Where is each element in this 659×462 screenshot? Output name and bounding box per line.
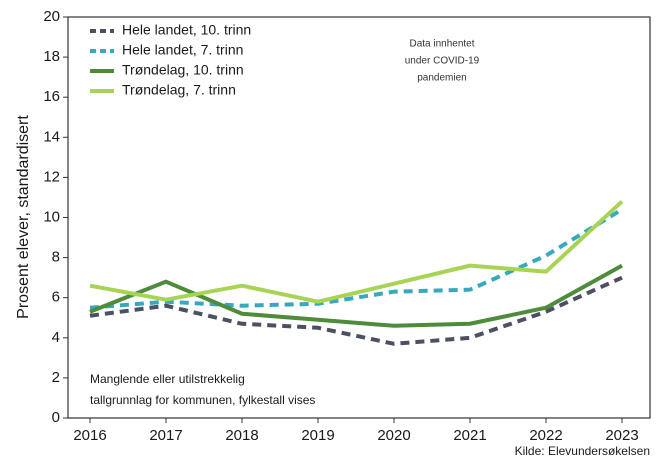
y-tick-label: 8 bbox=[52, 249, 60, 266]
y-tick-label: 14 bbox=[43, 128, 60, 145]
y-tick-label: 10 bbox=[43, 208, 60, 225]
x-tick-label: 2016 bbox=[73, 427, 106, 444]
legend-label: Hele landet, 10. trinn bbox=[122, 22, 251, 38]
y-tick-label: 18 bbox=[43, 48, 60, 65]
source: Kilde: Elevundersøkelsen bbox=[515, 444, 650, 458]
x-tick-label: 2022 bbox=[529, 427, 562, 444]
x-tick-label: 2019 bbox=[301, 427, 334, 444]
y-tick-label: 12 bbox=[43, 168, 60, 185]
legend-label: Hele landet, 7. trinn bbox=[122, 42, 243, 58]
y-tick-label: 6 bbox=[52, 289, 60, 306]
y-tick-label: 16 bbox=[43, 88, 60, 105]
y-tick-label: 2 bbox=[52, 369, 60, 386]
annotation: Data innhentet bbox=[409, 39, 474, 50]
series-line bbox=[89, 275, 623, 346]
series-line bbox=[89, 263, 623, 328]
x-tick-label: 2018 bbox=[225, 427, 258, 444]
x-tick-label: 2017 bbox=[149, 427, 182, 444]
annotation: tallgrunnlag for kommunen, fylkestall vi… bbox=[90, 393, 315, 407]
legend-label: Trøndelag, 7. trinn bbox=[122, 82, 236, 98]
x-tick-label: 2021 bbox=[453, 427, 486, 444]
annotation: Manglende eller utilstrekkelig bbox=[90, 372, 245, 386]
series-line bbox=[89, 207, 624, 310]
y-tick-label: 0 bbox=[52, 409, 60, 426]
series-line bbox=[89, 199, 624, 304]
x-tick-label: 2020 bbox=[377, 427, 410, 444]
annotation: pandemien bbox=[417, 73, 466, 84]
y-axis-label: Prosent elever, standardisert bbox=[15, 115, 32, 319]
y-tick-label: 4 bbox=[52, 329, 60, 346]
legend-label: Trøndelag, 10. trinn bbox=[122, 62, 244, 78]
annotation: under COVID-19 bbox=[405, 56, 480, 67]
y-tick-label: 20 bbox=[43, 8, 60, 25]
x-tick-label: 2023 bbox=[605, 427, 638, 444]
